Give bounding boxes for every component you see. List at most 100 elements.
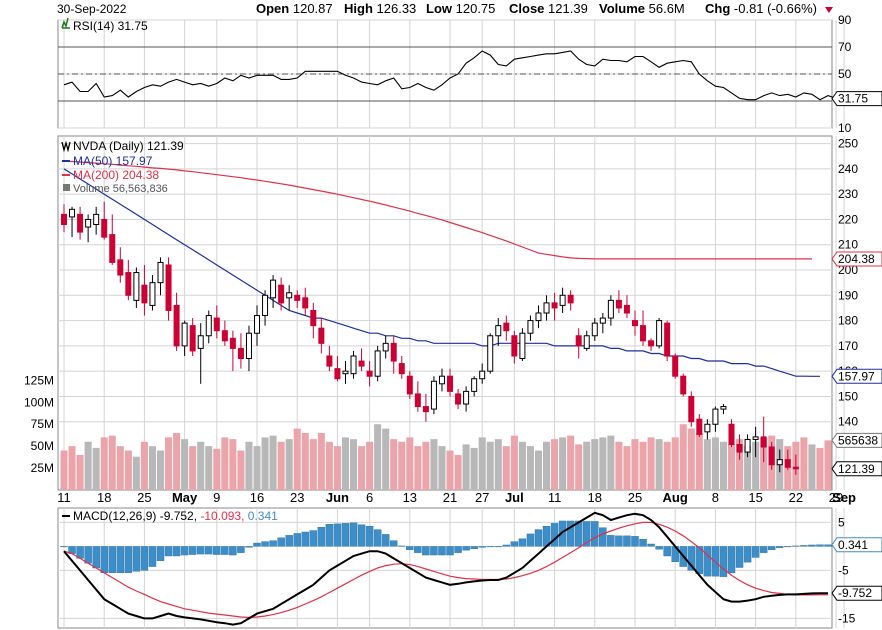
volume-y-tick: 50M	[31, 439, 54, 453]
x-axis-tick: 25	[628, 490, 642, 505]
volume-bar	[687, 428, 695, 490]
macd-histogram-bar	[727, 546, 736, 574]
macd-histogram-bar	[615, 535, 623, 547]
volume-bar	[358, 446, 366, 490]
candle-body	[430, 380, 437, 410]
price-y-tick: 170	[838, 339, 858, 353]
volume-bar	[100, 437, 108, 490]
ma50-line	[63, 168, 820, 377]
macd-value-tag: -9.752	[838, 586, 872, 600]
candle-body	[551, 302, 558, 309]
candle-body	[495, 325, 502, 337]
candle-body	[181, 322, 188, 347]
macd-histogram-bar	[719, 546, 728, 577]
candle-body	[205, 315, 212, 337]
price-y-tick: 150	[838, 389, 858, 403]
macd-histogram-bar	[502, 544, 511, 547]
macd-histogram-bar	[164, 546, 173, 557]
candle-body	[149, 282, 156, 306]
volume-bar	[518, 441, 526, 490]
volume-bar	[655, 439, 663, 490]
volume-bar	[205, 446, 213, 490]
candle-body	[583, 335, 590, 349]
macd-legend-name: MACD(12,26,9) -9.752,	[73, 509, 200, 523]
macd-histogram-bar	[639, 539, 647, 547]
volume-legend-swatch	[63, 184, 70, 191]
volume-bar	[124, 450, 132, 490]
candle-body	[237, 347, 244, 360]
candle-body	[157, 261, 164, 284]
volume-value-tag-box	[831, 432, 882, 448]
candle-body	[382, 342, 389, 352]
macd-histogram-bar	[414, 546, 422, 553]
candle-body	[221, 330, 228, 342]
macd-y-tick: -15	[838, 611, 856, 625]
macd-histogram-bar	[188, 546, 197, 555]
candle-body	[326, 355, 333, 367]
candle-body	[471, 378, 478, 392]
macd-histogram-bar	[438, 546, 446, 556]
volume-bar	[60, 450, 68, 490]
candle-body	[567, 294, 574, 304]
rsi-last-value: 31.75	[838, 92, 868, 106]
volume-bar	[309, 439, 317, 490]
ma50-value-tag-group: 157.97	[831, 368, 882, 384]
macd-histogram-bar	[245, 546, 253, 548]
macd-histogram-bar	[293, 533, 301, 547]
candle-body	[664, 322, 671, 357]
volume-label: Volume	[599, 1, 645, 16]
high-value: 126.33	[377, 1, 417, 16]
volume-bar	[470, 447, 478, 490]
volume-bar	[727, 444, 736, 490]
volume-bar	[406, 437, 414, 490]
candle-body	[390, 342, 397, 362]
ma200-legend: MA(200) 204.38	[73, 168, 159, 182]
macd-histogram-bar	[486, 546, 494, 548]
candle-body	[270, 279, 277, 299]
volume-bar	[333, 446, 341, 490]
rsi-y-tick: 50	[838, 67, 852, 81]
volume-bar	[760, 437, 768, 490]
macd-histogram-bar	[824, 544, 832, 547]
candle-body	[672, 355, 679, 377]
candle-body	[334, 368, 341, 380]
volume-bar	[68, 446, 76, 490]
macd-histogram-bar	[494, 546, 502, 548]
macd-legend-signal: -10.093,	[200, 509, 247, 523]
candle-body	[229, 337, 236, 349]
volume-bar	[245, 441, 253, 490]
candle-body	[607, 299, 614, 319]
macd-histogram-bar	[800, 545, 808, 547]
macd-line	[63, 511, 828, 626]
low-quote: Low 120.75	[426, 1, 495, 16]
volume-bar	[623, 446, 631, 490]
volume-y-tick: 125M	[24, 373, 54, 387]
candle-body	[728, 423, 735, 445]
volume-bar	[695, 433, 703, 490]
rsi-last-value-group: 31.75	[831, 91, 882, 107]
candle-body	[77, 213, 84, 233]
macd-histogram-bar	[341, 523, 350, 547]
volume-bar	[221, 437, 229, 490]
x-axis-tick: 11	[57, 490, 71, 505]
chg-label: Chg	[705, 1, 730, 16]
x-axis-tick: 15	[748, 490, 762, 505]
candle-body	[688, 395, 695, 423]
volume-bar	[341, 437, 349, 490]
macd-histogram-bar	[180, 546, 189, 556]
volume-bar	[269, 435, 277, 490]
volume-bar	[438, 446, 446, 490]
volume-bar	[366, 441, 374, 490]
macd-histogram-bar	[140, 546, 149, 571]
macd-histogram-bar	[325, 524, 334, 547]
rsi-legend: RSI(14) 31.75	[73, 19, 148, 33]
volume-bar	[92, 447, 100, 490]
candle-body	[286, 292, 293, 299]
candle-body	[398, 363, 405, 375]
macd-value-tag-box	[831, 585, 882, 601]
volume-bar	[631, 439, 639, 490]
rsi-y-tick: 10	[838, 121, 852, 135]
macd-histogram-bar	[534, 529, 543, 547]
candle-body	[503, 322, 510, 332]
volume-bar	[639, 441, 647, 490]
